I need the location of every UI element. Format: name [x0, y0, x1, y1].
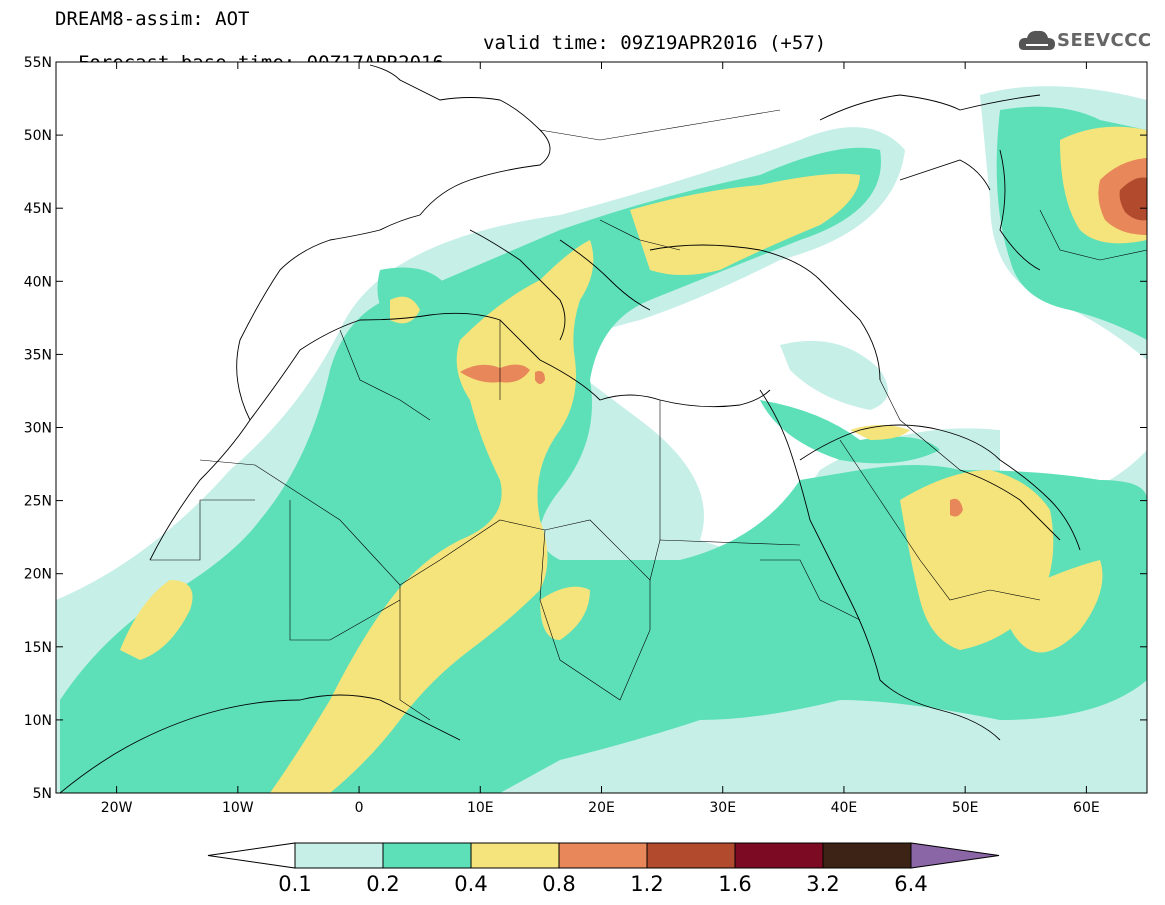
lat-label: 35N	[24, 347, 52, 363]
longitude-axis: 20W 10W 0 10E 20E 30E 40E 50E 60E	[101, 62, 1100, 816]
lon-label: 50E	[952, 800, 979, 816]
map-title: DREAM8-assim: AOT	[55, 8, 250, 30]
cloud-icon	[1018, 30, 1055, 50]
colorbar-label: 0.2	[366, 872, 399, 896]
colorbar-label: 0.8	[542, 872, 575, 896]
colorbar-segment	[382, 842, 472, 869]
lon-label: 20W	[101, 800, 133, 816]
valid-time-text: valid time: 09Z19APR2016 (+57)	[483, 32, 827, 54]
lat-label: 55N	[24, 55, 52, 71]
colorbar-label: 1.6	[718, 872, 751, 896]
coastlines	[59, 64, 1081, 793]
colorbar-over	[910, 842, 1000, 869]
colorbar-segment	[558, 842, 648, 869]
colorbar-label: 6.4	[894, 872, 927, 896]
colorbar-segment	[294, 842, 384, 869]
lat-label: 20N	[24, 567, 52, 583]
lon-label: 10E	[467, 800, 494, 816]
lat-label: 25N	[24, 494, 52, 510]
logo: SEEVCCC	[1057, 30, 1152, 51]
colorbar-label: 0.4	[454, 872, 487, 896]
lat-label: 40N	[24, 274, 52, 290]
lon-label: 60E	[1073, 800, 1100, 816]
lat-label: 5N	[33, 786, 52, 802]
colorbar-label: 1.2	[630, 872, 663, 896]
lat-label: 50N	[24, 128, 52, 144]
lat-label: 10N	[24, 713, 52, 729]
colorbar: 0.1 0.2 0.4 0.8 1.2 1.6 3.2 6.4	[207, 842, 1000, 896]
country-borders	[150, 109, 1147, 721]
lat-label: 45N	[24, 201, 52, 217]
lon-label: 0	[355, 800, 364, 816]
colorbar-under	[207, 842, 296, 869]
colorbar-label: 3.2	[806, 872, 839, 896]
lon-label: 40E	[831, 800, 858, 816]
colorbar-segment	[822, 842, 912, 869]
lat-label: 15N	[24, 640, 52, 656]
lon-label: 10W	[222, 800, 254, 816]
colorbar-segment	[734, 842, 824, 869]
latitude-axis: 55N 50N 45N 40N 35N 30N 25N 20N 15N 10N 5N	[24, 55, 1147, 802]
colorbar-label: 0.1	[278, 872, 311, 896]
colorbar-segment	[470, 842, 560, 869]
colorbar-segment	[646, 842, 736, 869]
lon-label: 20E	[588, 800, 615, 816]
aot-field	[56, 62, 1147, 793]
lon-label: 30E	[709, 800, 736, 816]
aot-level-1.2	[1119, 177, 1147, 221]
lat-label: 30N	[24, 421, 52, 437]
